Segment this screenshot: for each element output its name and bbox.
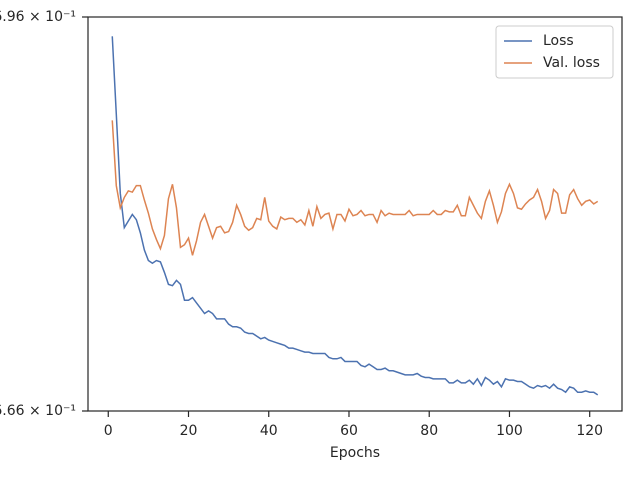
line-series — [111, 120, 599, 256]
legend-label: Val. loss — [543, 55, 600, 71]
legend-label: Loss — [543, 33, 574, 49]
line-series — [111, 36, 599, 396]
x-tick-label: 100 — [496, 423, 523, 439]
x-tick-label: 80 — [420, 423, 438, 439]
x-tick-label: 40 — [260, 423, 278, 439]
x-tick-label: 120 — [576, 423, 603, 439]
y-tick-label: 6.96 × 10⁻¹ — [0, 9, 76, 25]
plot-frame — [87, 16, 623, 412]
legend-box — [495, 25, 614, 79]
x-tick-label: 60 — [340, 423, 358, 439]
y-tick-label: 6.66 × 10⁻¹ — [0, 403, 76, 419]
x-axis-label: Epochs — [330, 445, 380, 461]
x-tick-label: 0 — [104, 423, 113, 439]
x-tick-label: 20 — [180, 423, 198, 439]
